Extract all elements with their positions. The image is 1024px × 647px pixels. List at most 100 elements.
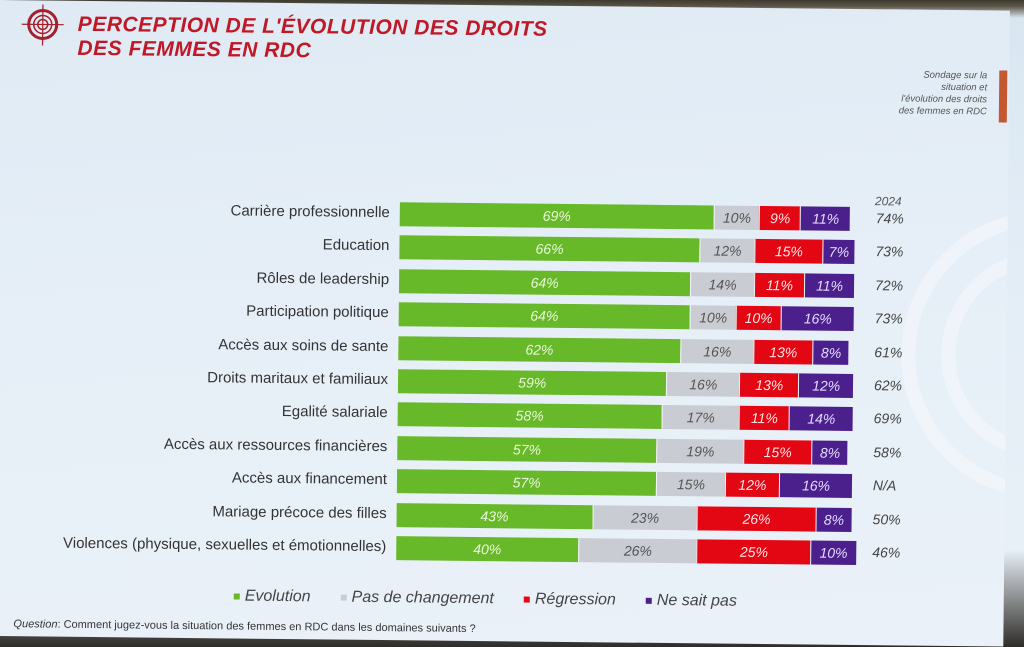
category-label: Violences (physique, sexuelles et émotio… xyxy=(62,534,387,556)
bar-segment-evo: 43% xyxy=(396,502,593,529)
bar-segment-reg: 15% xyxy=(742,439,812,465)
bar-segment-ns: 8% xyxy=(811,440,848,465)
category-label: Accès aux soins de sante xyxy=(218,335,389,355)
bar-segment-pas: 16% xyxy=(680,338,754,364)
year-2024-value: 69% xyxy=(873,410,902,427)
bar-segment-evo: 69% xyxy=(399,202,714,230)
bar-segment-ns: 8% xyxy=(815,507,852,532)
stacked-bar: 62% 16% 13% 8% xyxy=(398,335,849,365)
question-text: : Comment jugez-vous la situation des fe… xyxy=(57,618,476,636)
bar-segment-pas: 10% xyxy=(713,205,760,230)
page-title: PERCEPTION DE L'ÉVOLUTION DES DROITS DES… xyxy=(77,13,547,66)
category-label: Carrière professionnelle xyxy=(230,202,390,222)
bar-segment-reg: 26% xyxy=(696,505,816,532)
survey-note-line: Sondage sur la xyxy=(923,69,988,82)
accent-bar xyxy=(998,70,1008,123)
stacked-bar: 66% 12% 15% 7% xyxy=(399,235,855,265)
category-label: Egalité salariale xyxy=(281,403,388,422)
year-2024-value: 62% xyxy=(873,377,903,394)
stacked-bar: 59% 16% 13% 12% xyxy=(397,369,854,398)
category-label: Rôles de leadership xyxy=(256,269,390,288)
question-footnote: Question: Comment jugez-vous la situatio… xyxy=(13,618,475,635)
legend-item-evolution: Evolution xyxy=(233,587,311,606)
chart-row: Rôles de leadership 64% 14% 11% 11% 72% xyxy=(0,265,1007,302)
stacked-bar: 64% 14% 11% 11% xyxy=(398,268,855,298)
legend-swatch xyxy=(523,596,530,603)
bar-segment-reg: 25% xyxy=(696,539,811,565)
bar-segment-evo: 57% xyxy=(396,469,657,497)
legend-swatch xyxy=(233,593,240,600)
stacked-bar: 40% 26% 25% 10% xyxy=(396,536,856,565)
stacked-bar: 57% 15% 12% 16% xyxy=(396,469,853,499)
bar-segment-reg: 13% xyxy=(739,372,799,398)
bar-segment-pas: 10% xyxy=(689,305,736,330)
chart-row: Egalité salariale 58% 17% 11% 14% 69% xyxy=(0,398,1006,435)
year-2024-value: 50% xyxy=(872,510,901,528)
title-line-2: DES FEMMES EN RDC xyxy=(77,36,312,63)
legend-swatch xyxy=(645,597,652,604)
year-2024-value: 74% xyxy=(875,210,904,227)
bar-segment-ns: 16% xyxy=(780,306,854,332)
bar-segment-pas: 12% xyxy=(699,238,755,264)
bar-segment-pas: 17% xyxy=(661,405,740,431)
bar-segment-ns: 12% xyxy=(798,373,854,398)
category-label: Accès aux financement xyxy=(231,469,388,489)
legend-swatch xyxy=(340,594,347,601)
bar-segment-ns: 11% xyxy=(803,273,855,298)
bar-segment-pas: 19% xyxy=(656,438,744,464)
bar-segment-ns: 8% xyxy=(812,340,849,365)
bar-segment-reg: 10% xyxy=(735,305,782,331)
bar-segment-reg: 9% xyxy=(759,205,801,231)
legend-label: Pas de changement xyxy=(351,588,495,608)
stacked-bar: 58% 17% 11% 14% xyxy=(397,402,853,432)
legend-label: Ne sait pas xyxy=(656,591,737,610)
bar-segment-pas: 14% xyxy=(690,272,755,297)
bar-segment-ns: 11% xyxy=(800,206,851,231)
bar-segment-pas: 15% xyxy=(656,472,725,497)
bar-segment-pas: 23% xyxy=(592,504,698,530)
chart-row: Education 66% 12% 15% 7% 73% xyxy=(0,231,1008,268)
category-label: Education xyxy=(322,236,390,255)
legend: Evolution Pas de changement Régression N… xyxy=(233,587,737,611)
bar-segment-reg: 15% xyxy=(754,239,823,265)
survey-note-line: des femmes en RDC xyxy=(898,105,987,118)
bar-segment-evo: 62% xyxy=(398,335,681,363)
year-2024-value: 72% xyxy=(874,276,904,294)
chart-row: Droits maritaux et familiaux 59% 16% 13% 12%… xyxy=(0,365,1006,402)
legend-item-ne-sait-pas: Ne sait pas xyxy=(645,591,737,611)
stacked-bar: 57% 19% 15% 8% xyxy=(397,435,848,465)
category-label: Accès aux ressources financières xyxy=(163,435,388,455)
bar-segment-pas: 26% xyxy=(578,538,697,564)
chart-row: Accès aux ressources financières 57% 19% 15… xyxy=(0,432,1005,469)
chart-row: Mariage précoce des filles 43% 23% 26% 8% 50% xyxy=(0,499,1005,536)
stacked-bar: 69% 10% 9% 11% xyxy=(399,202,851,231)
chart-row: Accès aux financement 57% 15% 12% 16% N/A xyxy=(0,465,1005,502)
survey-note-line: situation et xyxy=(941,81,988,94)
bar-segment-evo: 57% xyxy=(397,435,657,463)
bar-segment-reg: 11% xyxy=(738,406,790,431)
bar-segment-reg: 13% xyxy=(753,339,813,365)
target-icon xyxy=(21,4,64,46)
bar-segment-ns: 16% xyxy=(779,473,853,499)
bar-segment-ns: 14% xyxy=(788,406,853,432)
legend-item-pas-de-changement: Pas de changement xyxy=(340,589,494,609)
bar-segment-ns: 10% xyxy=(810,540,856,565)
bar-segment-evo: 59% xyxy=(397,369,667,396)
stacked-bar: 43% 23% 26% 8% xyxy=(396,502,852,532)
chart-row: Carrière professionnelle 69% 10% 9% 11% 74% xyxy=(0,198,1008,235)
chart-row: Participation politique 64% 10% 10% 16% 73% xyxy=(0,298,1007,335)
bar-segment-reg: 12% xyxy=(724,472,780,498)
bar-segment-evo: 64% xyxy=(398,302,691,330)
chart-row: Violences (physique, sexuelles et émotio… xyxy=(0,532,1004,569)
year-2024-value: 61% xyxy=(874,343,903,361)
year-2024-value: 73% xyxy=(875,243,904,260)
legend-item-regression: Régression xyxy=(523,591,616,610)
chart-row: Accès aux soins de sante 62% 16% 13% 8% 61% xyxy=(0,332,1006,369)
legend-label: Evolution xyxy=(244,587,311,606)
bar-segment-evo: 58% xyxy=(397,402,662,430)
year-2024-value: 58% xyxy=(873,443,902,461)
survey-note: Sondage sur la situation et l'évolution … xyxy=(877,69,988,118)
stacked-bar-chart: Carrière professionnelle 69% 10% 9% 11% 74% Ed… xyxy=(0,0,1010,565)
bar-segment-pas: 16% xyxy=(666,372,740,397)
